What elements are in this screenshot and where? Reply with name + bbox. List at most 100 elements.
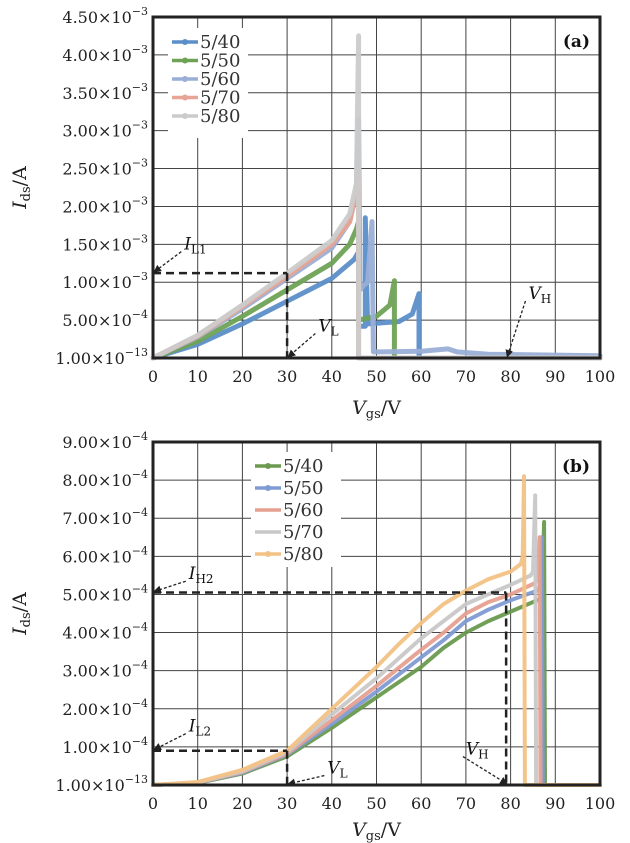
series-line-5-80	[150, 33, 603, 361]
x-axis-label: Vgs/V	[352, 397, 401, 422]
text-span: ×10	[91, 776, 125, 795]
legend: 5/405/505/605/705/80	[168, 28, 248, 138]
text-span: ×10	[98, 509, 132, 528]
legend-marker-circle	[265, 463, 271, 469]
text-span: V	[352, 819, 368, 841]
text-span: −3	[132, 81, 148, 94]
annotation-arrow	[153, 733, 187, 751]
text-span: ×10	[98, 8, 132, 27]
text-span: 3.50	[62, 84, 98, 103]
text-span: −4	[132, 697, 148, 710]
text-span: ×10	[98, 738, 132, 757]
annotation-vh: VH	[466, 740, 489, 762]
text-span: 1.00	[62, 738, 98, 757]
text-span: H2	[195, 572, 213, 586]
plot-frame	[151, 440, 602, 787]
text-span: L2	[195, 725, 211, 739]
legend-marker-triangle	[182, 57, 188, 64]
annotation-vl: VL	[327, 759, 347, 781]
text-span: 4.50	[62, 8, 98, 27]
text-span: ×10	[98, 433, 132, 452]
text-span: −13	[125, 773, 148, 786]
annotation-arrow	[462, 755, 508, 785]
text-span: −3	[132, 194, 148, 207]
text-span: 9.00	[62, 433, 98, 452]
y-tick-label: 1.00×10−13	[55, 773, 148, 795]
legend-label: 5/60	[283, 500, 323, 521]
text-span: V	[352, 397, 368, 419]
legend-label: 5/80	[283, 544, 323, 565]
text-span: ×10	[98, 662, 132, 681]
x-tick-label: 30	[277, 367, 297, 386]
text-span: −3	[132, 43, 148, 56]
text-span: −4	[132, 468, 148, 481]
text-span: −4	[132, 544, 148, 557]
text-span: gs	[366, 407, 381, 422]
y-tick-label: 2.00×10−3	[62, 194, 148, 216]
x-tick-label: 20	[232, 794, 252, 813]
x-tick-label: 10	[188, 794, 208, 813]
text-span: −4	[132, 582, 148, 595]
legend-label: 5/70	[283, 522, 323, 543]
annotation-arrow	[505, 300, 527, 358]
panel-label: (b)	[562, 457, 590, 477]
legend-item-5-80: 5/80	[255, 544, 323, 565]
text-span: H	[541, 292, 551, 306]
x-tick-label: 70	[456, 367, 476, 386]
legend-label: 5/60	[200, 69, 240, 90]
text-span: ×10	[98, 235, 132, 254]
text-span: −4	[132, 735, 148, 748]
x-tick-label: 90	[545, 367, 565, 386]
text-span: 2.00	[62, 700, 98, 719]
text-span: −4	[132, 659, 148, 672]
legend-item-5-40: 5/40	[255, 456, 323, 477]
text-span: ×10	[98, 160, 132, 179]
y-tick-label: 3.00×10−3	[62, 119, 148, 141]
legend: 5/405/505/605/705/80	[251, 452, 341, 567]
x-tick-label: 50	[366, 794, 386, 813]
y-tick-label: 1.50×10−3	[62, 232, 148, 254]
text-span: 6.00	[62, 547, 98, 566]
legend-item-5-70: 5/70	[172, 88, 240, 109]
x-tick-label: 50	[366, 367, 386, 386]
text-span: L1	[191, 243, 207, 257]
y-tick-label: 9.00×10−4	[62, 430, 148, 452]
text-span: 3.00	[62, 662, 98, 681]
x-tick-label: 90	[545, 794, 565, 813]
text-span: −4	[132, 308, 148, 321]
text-span: ×10	[98, 471, 132, 490]
text-span: /A	[9, 166, 31, 186]
y-tick-label: 3.00×10−4	[62, 659, 148, 681]
y-tick-label: 6.00×10−4	[62, 544, 148, 566]
text-span: 1.00	[55, 349, 91, 368]
x-tick-label: 30	[277, 794, 297, 813]
text-span: 5.00	[62, 585, 98, 604]
x-tick-label: 40	[322, 367, 342, 386]
text-span: ×10	[98, 624, 132, 643]
text-span: I	[188, 717, 196, 737]
legend-marker-square	[182, 39, 188, 45]
text-span: gs	[366, 829, 381, 843]
text-span: V	[318, 316, 332, 336]
x-tick-label: 60	[411, 367, 431, 386]
legend-marker-star	[265, 551, 271, 557]
annotation-il1: IL1	[183, 235, 206, 257]
x-tick-label: 100	[585, 794, 616, 813]
text-span: ×10	[98, 84, 132, 103]
grid	[152, 441, 601, 786]
y-axis-label: Ids/A	[9, 166, 34, 210]
x-tick-label: 80	[500, 794, 520, 813]
x-tick-label: 100	[585, 367, 616, 386]
text-span: I	[188, 564, 196, 584]
text-span: −4	[132, 621, 148, 634]
text-span: I	[9, 627, 31, 636]
text-span: /A	[9, 592, 31, 612]
text-span: /V	[381, 397, 401, 419]
text-span: 3.00	[62, 122, 98, 141]
text-span: ×10	[98, 700, 132, 719]
legend-label: 5/40	[283, 456, 323, 477]
legend-item-5-70: 5/70	[255, 522, 323, 543]
legend-item-5-60: 5/60	[172, 69, 240, 90]
y-tick-label: 1.00×10−13	[55, 346, 148, 368]
